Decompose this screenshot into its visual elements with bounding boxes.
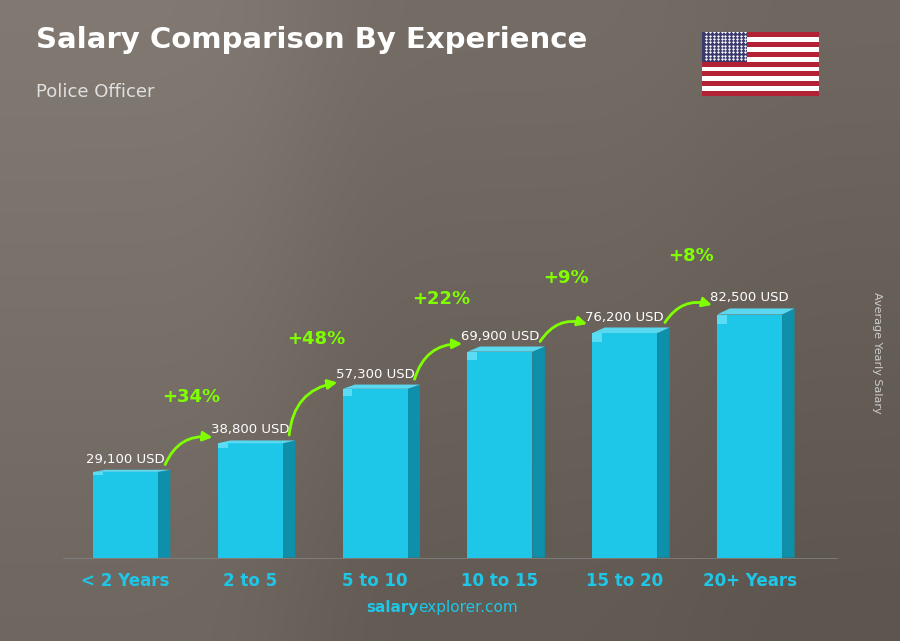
Polygon shape (657, 328, 670, 558)
Bar (702, 76, 819, 81)
Bar (218, 444, 228, 448)
Text: +48%: +48% (287, 330, 346, 348)
Bar (702, 42, 819, 47)
Bar (702, 32, 819, 37)
Bar (93, 472, 158, 558)
Polygon shape (218, 440, 295, 444)
Text: salary: salary (366, 601, 418, 615)
Text: 82,500 USD: 82,500 USD (710, 292, 789, 304)
Text: explorer.com: explorer.com (418, 601, 518, 615)
FancyArrowPatch shape (415, 340, 459, 379)
Bar (702, 56, 819, 62)
Text: +8%: +8% (668, 247, 714, 265)
Polygon shape (467, 347, 544, 352)
Bar (702, 47, 819, 52)
Bar (343, 389, 353, 395)
Text: 69,900 USD: 69,900 USD (461, 329, 539, 342)
Bar (702, 87, 819, 91)
Text: 29,100 USD: 29,100 USD (86, 453, 165, 466)
Polygon shape (93, 470, 170, 472)
Text: +9%: +9% (544, 269, 589, 287)
FancyArrowPatch shape (166, 432, 210, 465)
Bar (343, 389, 408, 558)
Text: 38,800 USD: 38,800 USD (211, 424, 290, 437)
Bar (702, 91, 819, 96)
Polygon shape (408, 385, 420, 558)
Text: Salary Comparison By Experience: Salary Comparison By Experience (36, 26, 587, 54)
FancyArrowPatch shape (540, 317, 584, 342)
Text: +34%: +34% (163, 388, 220, 406)
Bar (467, 352, 477, 360)
Polygon shape (533, 347, 544, 558)
Bar (717, 315, 727, 324)
Polygon shape (158, 470, 170, 558)
Polygon shape (343, 385, 420, 389)
Polygon shape (717, 308, 795, 315)
Text: +22%: +22% (412, 290, 471, 308)
Text: 76,200 USD: 76,200 USD (586, 310, 664, 324)
Text: Police Officer: Police Officer (36, 83, 155, 101)
Bar (592, 333, 602, 342)
Bar (93, 472, 103, 476)
Bar (702, 52, 819, 56)
Bar (702, 72, 819, 76)
Bar (702, 62, 819, 67)
Bar (592, 333, 657, 558)
Bar (702, 81, 819, 87)
Bar (717, 315, 782, 558)
Polygon shape (592, 328, 670, 333)
Bar (467, 352, 533, 558)
FancyArrowPatch shape (665, 298, 709, 322)
FancyArrowPatch shape (289, 381, 334, 435)
Bar (218, 444, 283, 558)
Text: Average Yearly Salary: Average Yearly Salary (872, 292, 883, 413)
Bar (702, 32, 747, 62)
Polygon shape (283, 440, 295, 558)
Bar (702, 37, 819, 42)
Polygon shape (782, 308, 795, 558)
Text: 57,300 USD: 57,300 USD (336, 367, 415, 381)
Bar (702, 67, 819, 72)
